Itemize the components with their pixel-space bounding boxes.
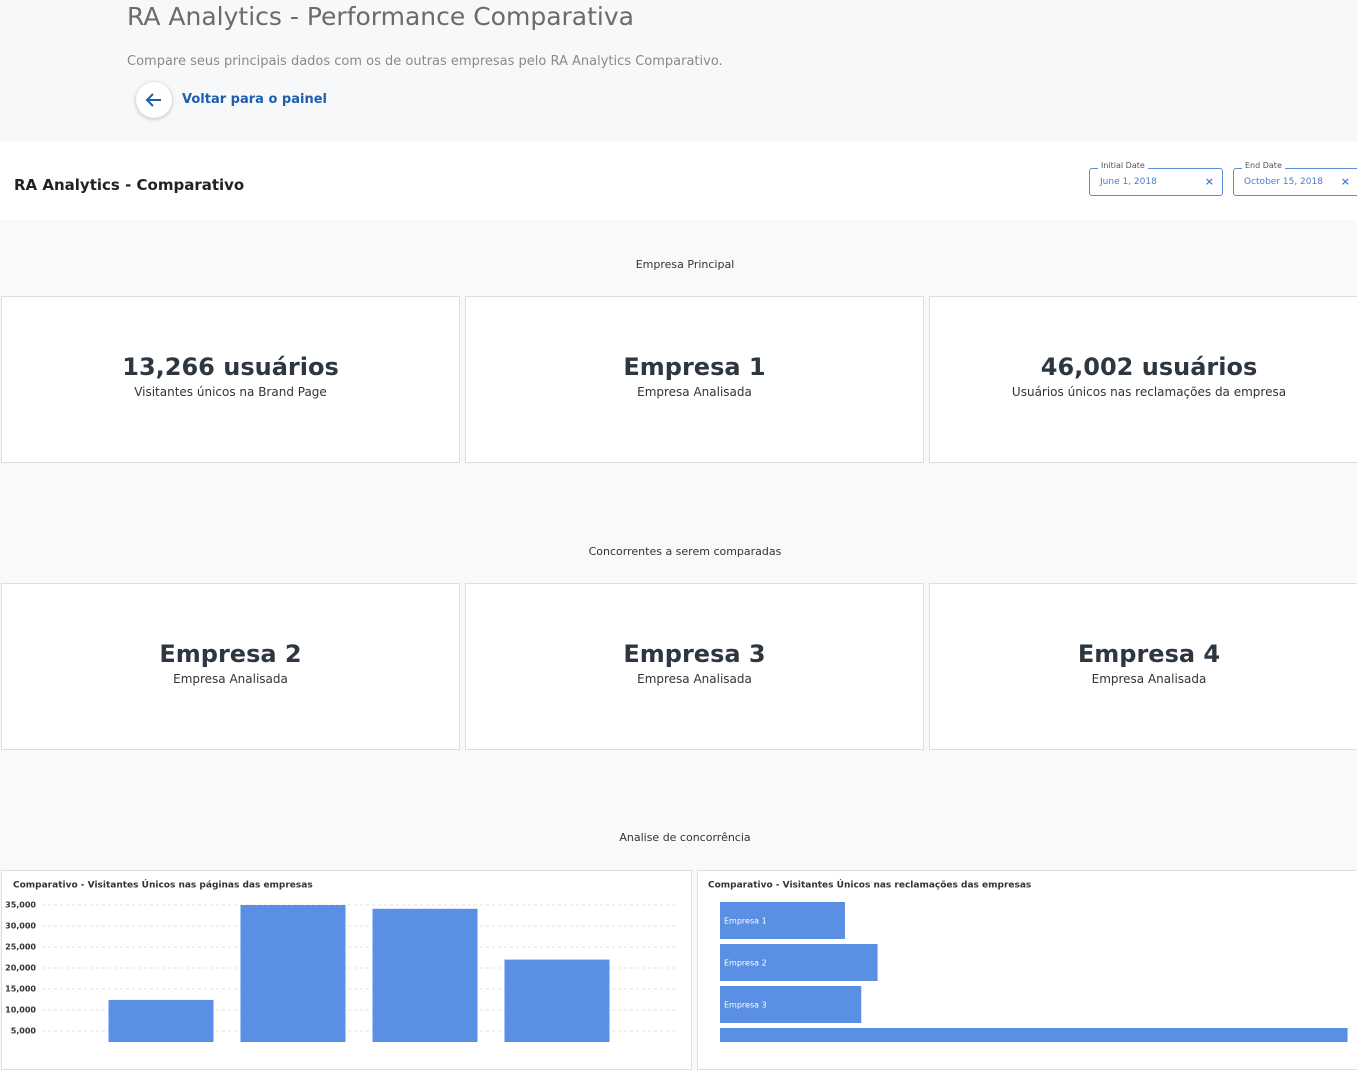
stat-value: Empresa 3 [623, 640, 766, 668]
bar [372, 908, 478, 1042]
chart-title: Comparativo - Visitantes Únicos nas pági… [13, 879, 313, 891]
y-tick-label: 15,000 [5, 985, 36, 994]
section-title: Analise de concorrência [619, 831, 751, 844]
clear-icon[interactable]: × [1340, 175, 1350, 188]
stat-caption: Empresa Analisada [637, 672, 752, 686]
y-tick-label: 5,000 [11, 1027, 37, 1036]
bar-label: Empresa 2 [724, 959, 767, 968]
stat-caption: Empresa Analisada [173, 672, 288, 686]
filter-label: End Date [1242, 161, 1285, 170]
y-tick-label: 25,000 [5, 943, 36, 952]
section-title: Concorrentes a serem comparadas [588, 545, 782, 558]
bar-label: Empresa 3 [724, 1001, 767, 1010]
stat-card: Empresa 4 Empresa Analisada [929, 583, 1357, 750]
page-header [0, 0, 1357, 142]
back-button[interactable] [136, 82, 172, 118]
back-arrow [145, 93, 161, 107]
stat-card: Empresa 2 Empresa Analisada [1, 583, 460, 750]
stat-value: Empresa 2 [159, 640, 302, 668]
stat-value: Empresa 1 [623, 353, 766, 381]
page-subtitle: Compare seus principais dados com os de … [127, 54, 723, 69]
bar-label: Empresa 1 [724, 917, 767, 926]
bar [720, 1028, 1348, 1042]
bar [720, 944, 878, 981]
back-link[interactable]: Voltar para o painel [182, 92, 327, 107]
toolbar-title: RA Analytics - Comparativo [14, 176, 245, 194]
filter-label: Initial Date [1098, 161, 1148, 170]
bar [240, 905, 346, 1042]
date-filter[interactable]: Initial Date June 1, 2018 × [1089, 161, 1223, 196]
chart-title: Comparativo - Visitantes Únicos nas recl… [708, 879, 1031, 891]
y-tick-label: 10,000 [5, 1006, 36, 1015]
stat-card: 13,266 usuários Visitantes únicos na Bran… [1, 296, 460, 463]
bar [504, 959, 610, 1042]
stat-value: 13,266 usuários [122, 353, 339, 381]
section-title: Empresa Principal [635, 258, 735, 271]
bar [720, 902, 845, 939]
filter-value: October 15, 2018 [1244, 177, 1323, 187]
stat-caption: Empresa Analisada [637, 385, 752, 399]
bar [108, 999, 214, 1042]
bar [720, 986, 862, 1023]
date-filter[interactable]: End Date October 15, 2018 × [1233, 161, 1357, 196]
stat-caption: Empresa Analisada [1091, 672, 1207, 686]
filter-value: June 1, 2018 [1100, 177, 1157, 187]
charts: Comparativo - Visitantes Únicos nas pági… [5, 879, 1348, 1042]
clear-icon[interactable]: × [1204, 175, 1214, 188]
page-title: RA Analytics - Performance Comparativa [127, 2, 634, 31]
stat-value: Empresa 4 [1077, 640, 1221, 668]
y-tick-label: 20,000 [5, 964, 36, 973]
stat-caption: Visitantes únicos na Brand Page [134, 385, 327, 399]
stat-value: 46,002 usuários [1040, 353, 1258, 381]
stat-card: Empresa 1 Empresa Analisada [465, 296, 924, 463]
y-tick-label: 30,000 [5, 922, 36, 931]
stat-card: 46,002 usuários Usuários únicos nas recla… [929, 296, 1357, 463]
stat-card: Empresa 3 Empresa Analisada [465, 583, 924, 750]
y-tick-label: 35,000 [5, 901, 36, 910]
stat-caption: Usuários únicos nas reclamações da empre… [1011, 385, 1287, 399]
